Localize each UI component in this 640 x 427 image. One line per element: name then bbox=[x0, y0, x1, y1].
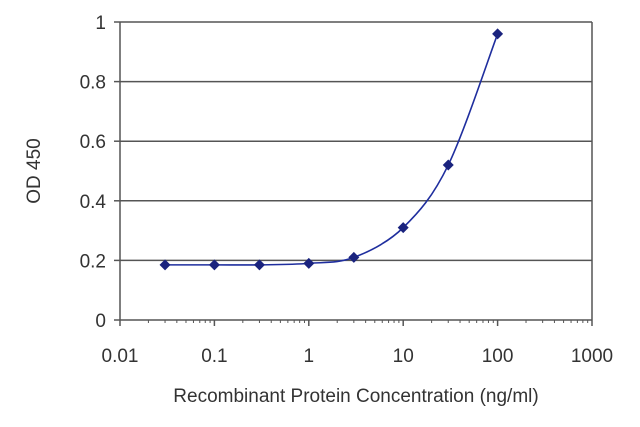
data-point-4 bbox=[348, 251, 360, 263]
y-tick-label-0: 0 bbox=[95, 311, 106, 332]
data-point-1 bbox=[208, 259, 220, 271]
axes bbox=[114, 21, 593, 326]
x-tick-label-5: 1000 bbox=[571, 346, 613, 367]
x-tick-labels: 0.01 0.1 1 10 100 1000 bbox=[102, 346, 614, 367]
x-tick-label-1: 0.1 bbox=[201, 346, 227, 367]
y-tick-label-4: 0.8 bbox=[80, 73, 106, 94]
data-point-5 bbox=[397, 222, 409, 234]
series-lines bbox=[165, 33, 499, 266]
x-tick-label-2: 1 bbox=[304, 346, 315, 367]
data-point-0 bbox=[159, 259, 171, 271]
data-point-6 bbox=[442, 159, 454, 171]
y-tick-labels: 0 0.2 0.4 0.6 0.8 1 bbox=[80, 13, 107, 332]
y-tick-label-2: 0.4 bbox=[80, 192, 107, 213]
data-point-3 bbox=[303, 257, 315, 269]
x-axis-title: Recombinant Protein Concentration (ng/ml… bbox=[173, 386, 538, 407]
data-point-7 bbox=[492, 28, 504, 40]
data-points bbox=[159, 28, 504, 271]
x-tick-label-3: 10 bbox=[393, 346, 414, 367]
grid bbox=[120, 21, 592, 262]
y-tick-label-5: 1 bbox=[95, 13, 106, 34]
y-axis-title: OD 450 bbox=[24, 138, 45, 203]
y-tick-label-1: 0.2 bbox=[80, 251, 106, 272]
x-tick-label-0: 0.01 bbox=[102, 346, 139, 367]
data-point-2 bbox=[253, 259, 265, 271]
y-tick-label-3: 0.6 bbox=[80, 132, 106, 153]
series-line-0 bbox=[165, 33, 499, 266]
x-tick-label-4: 100 bbox=[482, 346, 514, 367]
